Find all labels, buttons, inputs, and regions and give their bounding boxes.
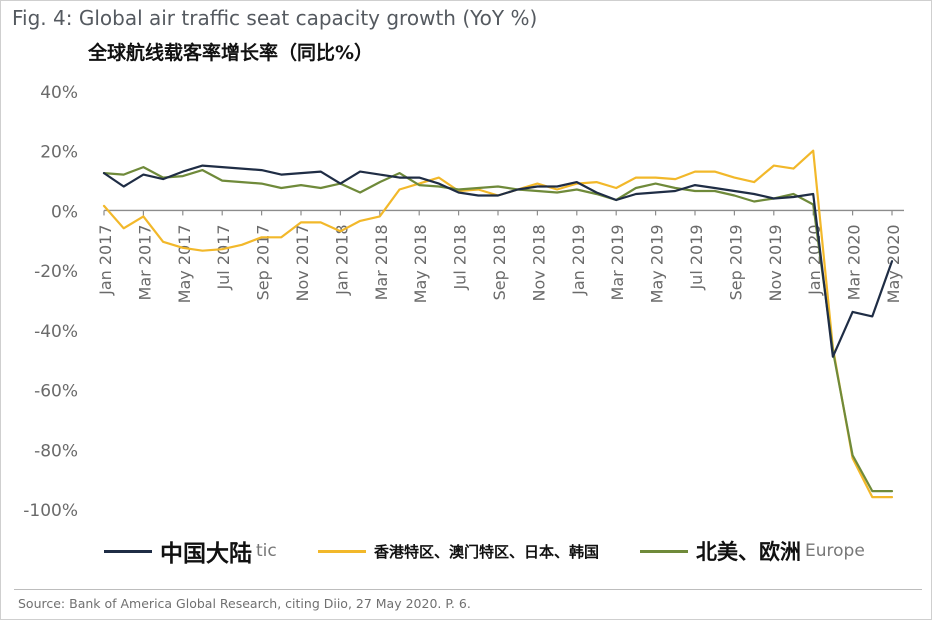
- y-tick-label: -20%: [34, 262, 78, 282]
- series-line-hk-macau-japan-korea: [102, 149, 894, 499]
- legend-swatch-china: [104, 549, 152, 553]
- source-note: Source: Bank of America Global Research,…: [18, 596, 471, 611]
- series-lines: [102, 149, 894, 499]
- x-tick-label: Sep 2017: [254, 224, 273, 300]
- y-tick-label: 0%: [51, 202, 78, 222]
- legend-swatch-na-europe: [640, 549, 688, 553]
- legend-label-china-en: tic: [256, 541, 277, 561]
- y-tick-label: -60%: [34, 382, 78, 402]
- x-tick-label: Nov 2017: [293, 224, 312, 301]
- x-tick-label: Jul 2019: [687, 224, 706, 290]
- legend-label-na-europe-en: Europe: [805, 541, 865, 561]
- x-tick-label: May 2020: [884, 224, 903, 303]
- y-tick-label: 20%: [40, 143, 78, 163]
- x-tick-label: Sep 2018: [490, 224, 509, 300]
- x-tick-label: Mar 2019: [608, 224, 627, 300]
- legend-item-hk-macau-japan-korea: 香港特区、澳门特区、日本、韩国: [318, 534, 599, 568]
- x-tick-label: May 2018: [411, 224, 430, 303]
- legend-label-china: 中国大陆: [160, 541, 252, 567]
- y-tick-label: -40%: [34, 322, 78, 342]
- series-line-china: [102, 164, 894, 358]
- x-tick-label: Nov 2019: [766, 224, 785, 301]
- x-tick-label: May 2017: [175, 224, 194, 303]
- x-tick-label: Nov 2018: [529, 224, 548, 301]
- x-tick-label: Jan 2017: [96, 224, 115, 295]
- x-tick-label: May 2019: [648, 224, 667, 303]
- x-tick-label: Jan 2019: [569, 224, 588, 295]
- x-tick-label: Jul 2017: [214, 224, 233, 290]
- y-tick-label: -80%: [34, 441, 78, 461]
- axes: [103, 209, 904, 216]
- source-divider: [14, 589, 922, 590]
- y-tick-label: 40%: [40, 83, 78, 103]
- x-tick-label: Mar 2018: [372, 224, 391, 300]
- figure-title-cn: 全球航线载客率增长率（同比%）: [88, 42, 374, 64]
- y-axis-labels: 40% 20% 0% -20% -40% -60% -80% -100%: [23, 83, 78, 521]
- x-axis-labels: Jan 2017 Mar 2017 May 2017 Jul 2017 Sep 2017…: [96, 224, 903, 303]
- legend-item-china: 中国大陆 tic: [104, 534, 277, 568]
- y-tick-label: -100%: [23, 501, 78, 521]
- series-line-na-europe: [102, 166, 894, 493]
- x-tick-label: Jan 2018: [332, 224, 351, 295]
- legend-label-na-europe: 北美、欧洲: [696, 540, 801, 564]
- x-tick-label: Jul 2018: [451, 224, 470, 290]
- figure-title-en: Fig. 4: Global air traffic seat capacity…: [12, 6, 538, 30]
- legend: 中国大陆 tic 香港特区、澳门特区、日本、韩国 北美、欧洲 Europe: [0, 534, 934, 568]
- x-tick-label: Sep 2019: [726, 224, 745, 300]
- x-tick-label: Mar 2017: [135, 224, 154, 300]
- legend-label-hk-macau-japan-korea: 香港特区、澳门特区、日本、韩国: [374, 542, 600, 561]
- legend-item-na-europe: 北美、欧洲 Europe: [640, 534, 865, 568]
- legend-swatch-hk-macau-japan-korea: [318, 549, 366, 553]
- x-tick-label: Mar 2020: [845, 224, 864, 300]
